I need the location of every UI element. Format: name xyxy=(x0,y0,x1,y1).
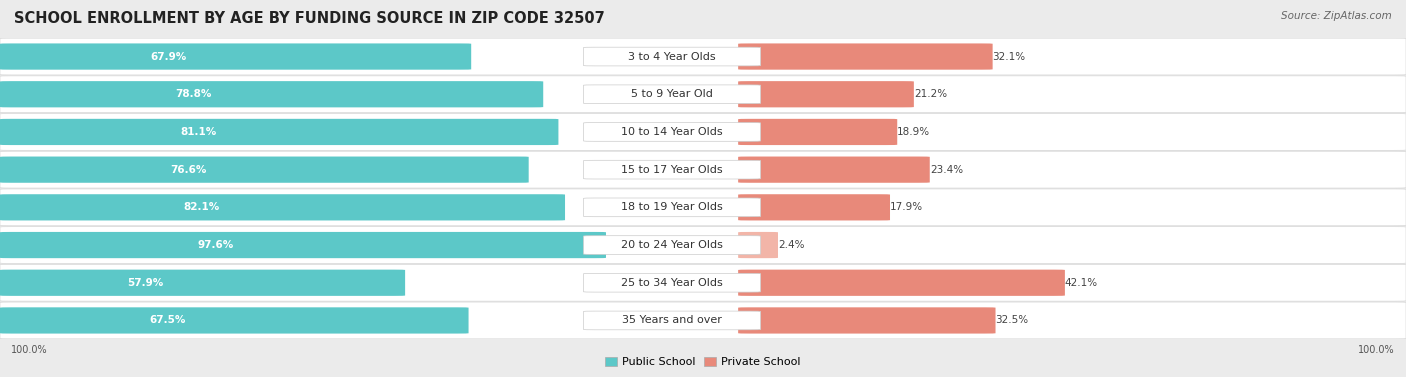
FancyBboxPatch shape xyxy=(0,156,529,183)
Text: 23.4%: 23.4% xyxy=(929,165,963,175)
FancyBboxPatch shape xyxy=(0,76,1406,113)
FancyBboxPatch shape xyxy=(738,270,1064,296)
Text: 42.1%: 42.1% xyxy=(1064,278,1098,288)
Text: 57.9%: 57.9% xyxy=(127,278,163,288)
FancyBboxPatch shape xyxy=(583,273,761,292)
Text: 18.9%: 18.9% xyxy=(897,127,931,137)
FancyBboxPatch shape xyxy=(0,151,1406,188)
FancyBboxPatch shape xyxy=(0,81,543,107)
Text: 100.0%: 100.0% xyxy=(11,345,48,355)
Legend: Public School, Private School: Public School, Private School xyxy=(600,352,806,371)
FancyBboxPatch shape xyxy=(0,189,1406,226)
FancyBboxPatch shape xyxy=(0,38,1406,75)
FancyBboxPatch shape xyxy=(583,85,761,104)
Text: 82.1%: 82.1% xyxy=(183,202,219,212)
FancyBboxPatch shape xyxy=(0,232,606,258)
Text: 81.1%: 81.1% xyxy=(181,127,217,137)
Text: 67.5%: 67.5% xyxy=(149,316,186,325)
FancyBboxPatch shape xyxy=(583,47,761,66)
Text: 32.5%: 32.5% xyxy=(995,316,1029,325)
Text: 97.6%: 97.6% xyxy=(197,240,233,250)
Text: 76.6%: 76.6% xyxy=(170,165,207,175)
FancyBboxPatch shape xyxy=(0,270,405,296)
FancyBboxPatch shape xyxy=(738,119,897,145)
Text: Source: ZipAtlas.com: Source: ZipAtlas.com xyxy=(1281,11,1392,21)
Text: 17.9%: 17.9% xyxy=(890,202,924,212)
FancyBboxPatch shape xyxy=(583,123,761,141)
Text: 3 to 4 Year Olds: 3 to 4 Year Olds xyxy=(628,52,716,61)
FancyBboxPatch shape xyxy=(0,307,468,334)
FancyBboxPatch shape xyxy=(738,156,929,183)
FancyBboxPatch shape xyxy=(583,236,761,254)
Text: 25 to 34 Year Olds: 25 to 34 Year Olds xyxy=(621,278,723,288)
FancyBboxPatch shape xyxy=(0,227,1406,264)
Text: 100.0%: 100.0% xyxy=(1358,345,1395,355)
FancyBboxPatch shape xyxy=(738,232,778,258)
FancyBboxPatch shape xyxy=(0,119,558,145)
FancyBboxPatch shape xyxy=(0,194,565,221)
FancyBboxPatch shape xyxy=(0,113,1406,150)
Text: 2.4%: 2.4% xyxy=(778,240,804,250)
FancyBboxPatch shape xyxy=(738,43,993,70)
FancyBboxPatch shape xyxy=(583,311,761,330)
Text: 78.8%: 78.8% xyxy=(176,89,212,99)
Text: 21.2%: 21.2% xyxy=(914,89,948,99)
Text: 18 to 19 Year Olds: 18 to 19 Year Olds xyxy=(621,202,723,212)
Text: 10 to 14 Year Olds: 10 to 14 Year Olds xyxy=(621,127,723,137)
Text: 15 to 17 Year Olds: 15 to 17 Year Olds xyxy=(621,165,723,175)
FancyBboxPatch shape xyxy=(738,194,890,221)
Text: 20 to 24 Year Olds: 20 to 24 Year Olds xyxy=(621,240,723,250)
Text: 5 to 9 Year Old: 5 to 9 Year Old xyxy=(631,89,713,99)
Text: SCHOOL ENROLLMENT BY AGE BY FUNDING SOURCE IN ZIP CODE 32507: SCHOOL ENROLLMENT BY AGE BY FUNDING SOUR… xyxy=(14,11,605,26)
Text: 32.1%: 32.1% xyxy=(993,52,1026,61)
Text: 35 Years and over: 35 Years and over xyxy=(621,316,723,325)
FancyBboxPatch shape xyxy=(738,307,995,334)
Text: 67.9%: 67.9% xyxy=(150,52,187,61)
FancyBboxPatch shape xyxy=(0,302,1406,339)
FancyBboxPatch shape xyxy=(0,264,1406,301)
FancyBboxPatch shape xyxy=(0,43,471,70)
FancyBboxPatch shape xyxy=(583,198,761,217)
FancyBboxPatch shape xyxy=(583,160,761,179)
FancyBboxPatch shape xyxy=(738,81,914,107)
